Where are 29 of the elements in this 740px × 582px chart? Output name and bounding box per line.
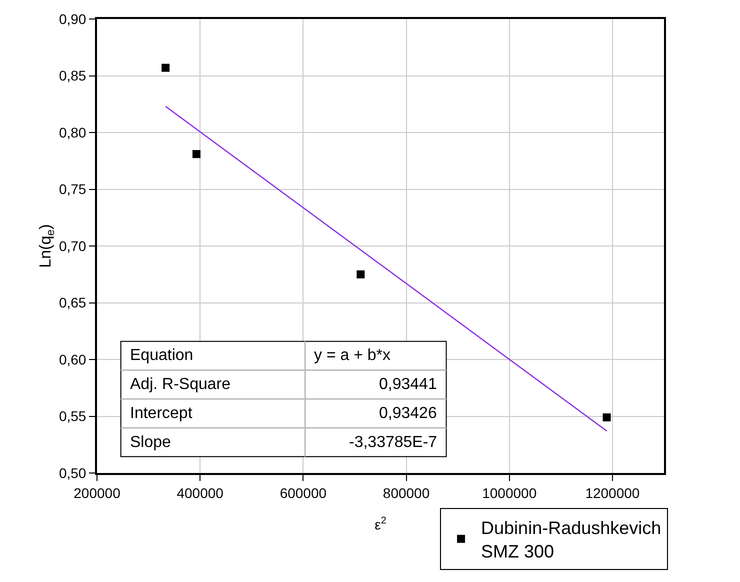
- x-tick-label: 800000: [382, 484, 430, 501]
- x-tick-label: 1000000: [482, 484, 537, 501]
- x-axis-title: ε$^{2}$: [374, 516, 386, 533]
- x-tick-label: 1200000: [585, 484, 640, 501]
- point: [162, 64, 170, 72]
- x-tick-label: 600000: [280, 484, 327, 501]
- annotation: Slope: [130, 434, 172, 451]
- annotation: y = a + b*x: [314, 347, 390, 364]
- y-tick-label: 0,75: [58, 181, 86, 198]
- annotation: 0,93426: [379, 405, 437, 422]
- annotation: Adj. R-Square: [130, 376, 231, 393]
- point: [192, 150, 200, 158]
- legend-label: Dubinin-Radushkevich SMZ 300: [481, 518, 662, 562]
- y-tick-label: 0,55: [58, 408, 86, 424]
- y-tick-label: 0,70: [58, 238, 86, 254]
- annotation: Intercept: [130, 405, 193, 422]
- y-tick-label: 0,90: [58, 10, 86, 27]
- y-tick-label: 0,85: [58, 68, 86, 84]
- annotation: Equation: [130, 347, 194, 364]
- y-tick-label: 0,60: [58, 351, 86, 368]
- x-tick-label: 400000: [176, 484, 224, 501]
- point: [602, 413, 611, 422]
- y-tick-label: 0,65: [58, 294, 86, 311]
- y-tick-label: 0,50: [58, 464, 86, 481]
- annotation: 0,93441: [379, 376, 437, 393]
- point: [356, 270, 365, 278]
- annotation: -3,33785E-7: [349, 434, 438, 451]
- y-tick-label: 0,80: [58, 124, 86, 140]
- x-tick-label: 200000: [74, 484, 121, 501]
